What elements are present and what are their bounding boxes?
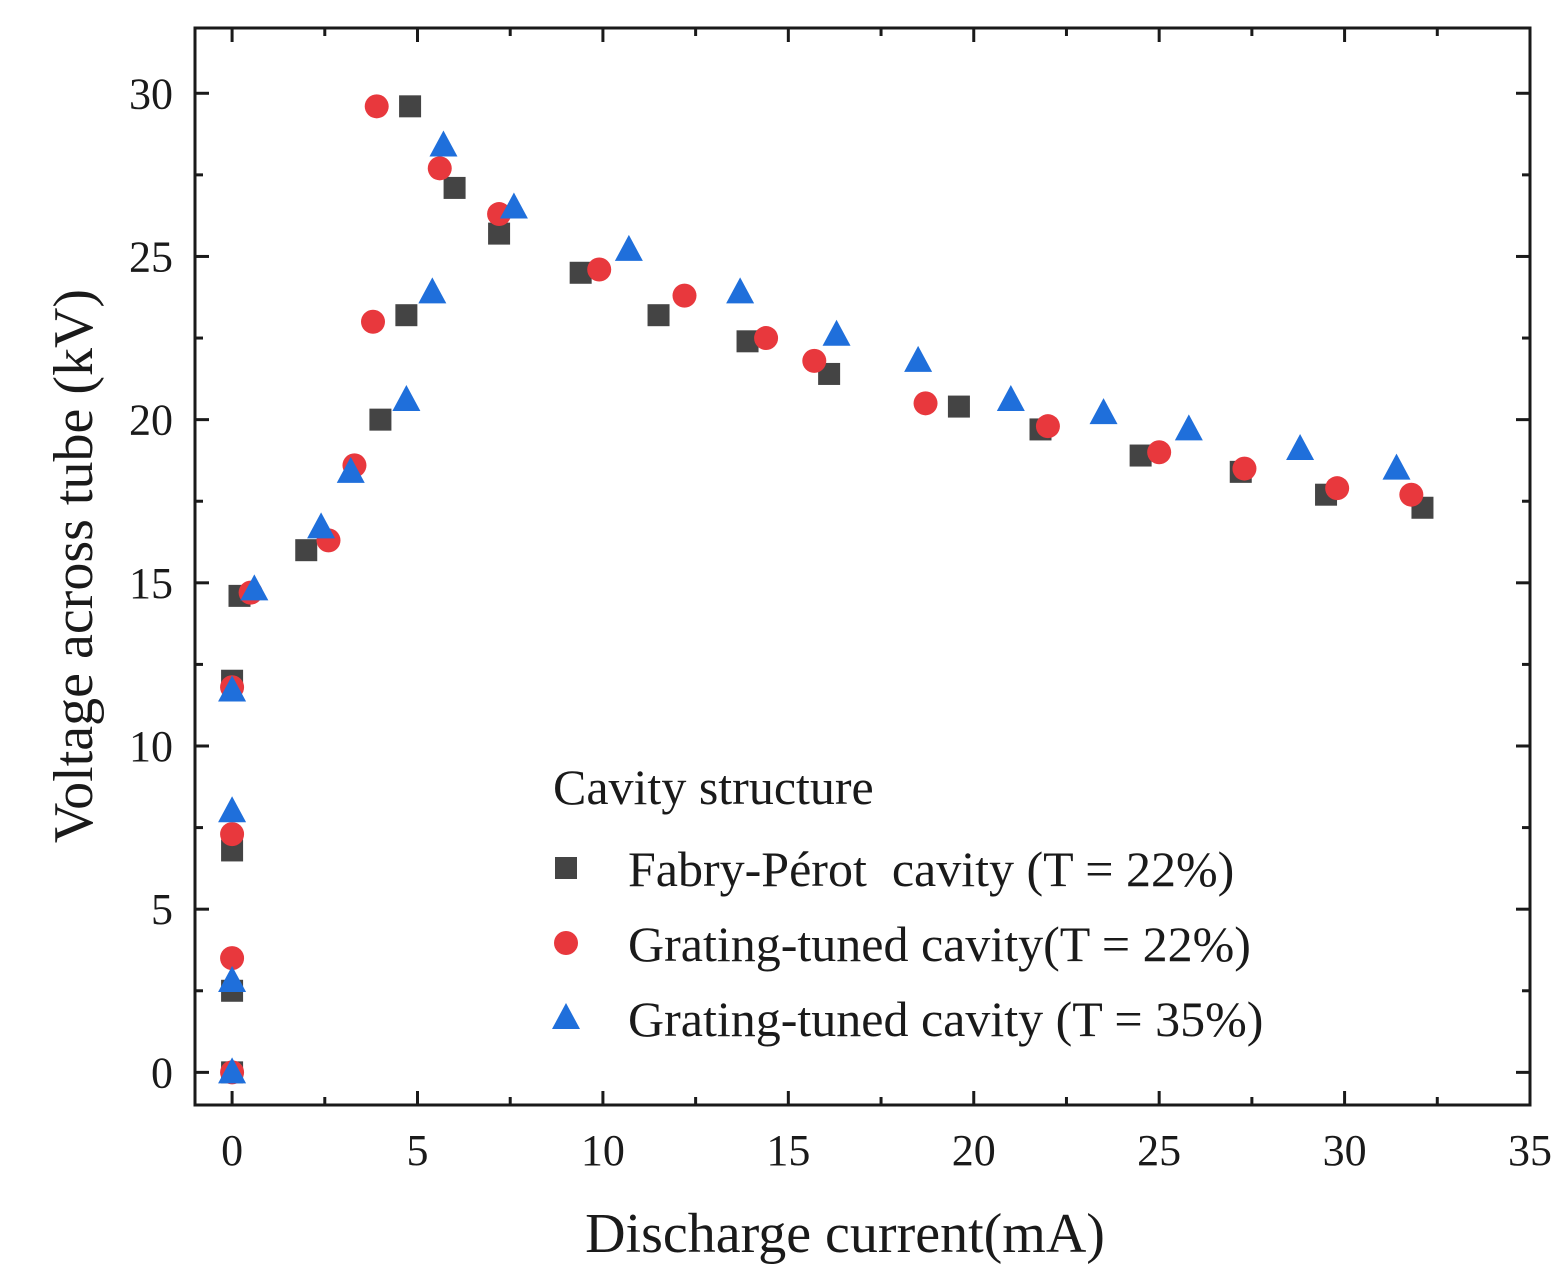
data-point	[336, 456, 365, 483]
data-point	[1035, 414, 1060, 439]
legend-marker	[555, 857, 577, 879]
data-point	[614, 234, 643, 261]
data-point	[1286, 434, 1315, 461]
data-point	[818, 362, 841, 385]
y-tick-label: 25	[129, 232, 173, 281]
data-point	[443, 176, 466, 199]
data-point	[726, 277, 755, 304]
data-point	[418, 277, 447, 304]
x-tick-label: 15	[766, 1126, 810, 1175]
data-point	[822, 319, 851, 346]
y-tick-label: 5	[151, 885, 173, 934]
data-point	[569, 261, 592, 284]
data-point	[429, 130, 458, 157]
y-tick-label: 30	[129, 69, 173, 118]
legend-title: Cavity structure	[553, 759, 874, 815]
data-markers	[218, 94, 1434, 1085]
data-point	[218, 796, 247, 823]
legend: Cavity structure Fabry-Pérot cavity (T =…	[552, 759, 1263, 1047]
x-tick-label: 20	[952, 1126, 996, 1175]
y-tick-label: 0	[151, 1048, 173, 1097]
data-point	[1147, 440, 1172, 465]
axis-ticks	[195, 28, 1532, 1105]
data-point	[1399, 482, 1424, 507]
data-point	[220, 946, 245, 971]
legend-label: Fabry-Pérot cavity (T = 22%)	[628, 841, 1234, 897]
data-point	[369, 408, 392, 431]
data-point	[913, 391, 938, 416]
x-tick-label: 0	[221, 1126, 243, 1175]
data-point	[218, 1057, 247, 1084]
data-point	[364, 94, 389, 119]
data-point	[754, 326, 779, 351]
y-axis-title: Voltage across tube (kV)	[43, 289, 105, 843]
data-point	[427, 156, 452, 181]
legend-items: Fabry-Pérot cavity (T = 22%) Grating-tune…	[552, 841, 1263, 1047]
series-3	[218, 130, 1411, 1084]
data-point	[736, 330, 759, 353]
data-point	[947, 395, 970, 418]
data-point	[307, 512, 336, 539]
data-point	[1129, 444, 1152, 467]
data-point	[221, 839, 244, 862]
data-point	[904, 345, 933, 372]
data-point	[499, 192, 528, 219]
legend-marker	[552, 1003, 580, 1029]
y-tick-label: 10	[129, 722, 173, 771]
data-point	[802, 348, 827, 373]
x-tick-label: 25	[1137, 1126, 1181, 1175]
data-point	[587, 257, 612, 282]
x-tick-label: 10	[581, 1126, 625, 1175]
data-point	[295, 539, 318, 562]
data-point	[488, 222, 511, 245]
data-point	[996, 385, 1025, 412]
y-tick-label: 15	[129, 559, 173, 608]
axis-tick-labels: 0 5 10 15 20 25 30 35 0 5 10 15 20 25 30	[129, 69, 1552, 1175]
data-point	[1174, 414, 1203, 441]
data-point	[1382, 453, 1411, 480]
y-tick-label: 20	[129, 396, 173, 445]
data-point	[647, 304, 670, 327]
legend-marker	[554, 931, 578, 955]
data-point	[399, 95, 422, 118]
x-axis-title: Discharge current(mA)	[585, 1203, 1105, 1265]
data-point	[361, 309, 385, 334]
data-point	[240, 574, 269, 601]
data-point	[1089, 398, 1118, 425]
legend-label: Grating-tuned cavity (T = 35%)	[628, 991, 1263, 1047]
plot-frame	[193, 26, 1532, 1107]
x-tick-label: 5	[407, 1126, 429, 1175]
data-point	[1325, 476, 1350, 501]
data-point	[1232, 456, 1257, 481]
data-point	[218, 965, 247, 992]
data-point	[487, 202, 512, 227]
data-point	[395, 304, 418, 327]
x-tick-label: 35	[1508, 1126, 1552, 1175]
x-tick-label: 30	[1323, 1126, 1367, 1175]
data-point	[220, 822, 245, 847]
data-point	[672, 283, 697, 308]
data-point	[218, 675, 247, 702]
legend-label: Grating-tuned cavity(T = 22%)	[628, 916, 1251, 972]
data-point	[392, 385, 421, 412]
